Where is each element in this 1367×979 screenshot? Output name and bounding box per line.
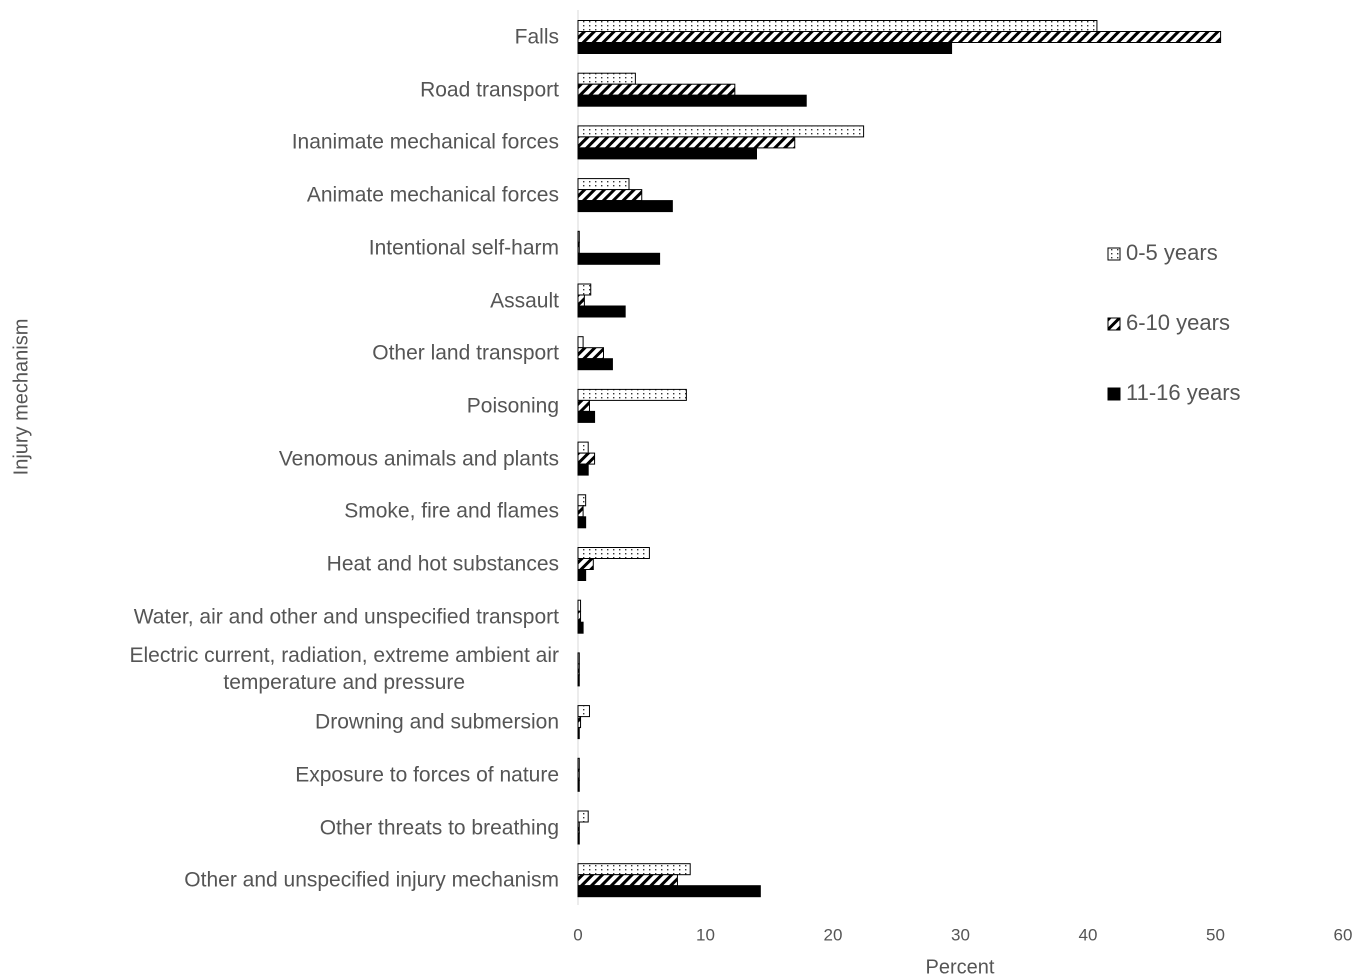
bar xyxy=(577,610,582,623)
bar xyxy=(577,757,580,770)
bar xyxy=(577,705,590,718)
bar xyxy=(577,241,580,254)
bar xyxy=(577,20,1098,32)
y-tick-label: Animate mechanical forces xyxy=(306,183,559,207)
bar xyxy=(577,558,594,570)
y-tick-label: Electric current, radiation, extreme amb… xyxy=(129,644,559,695)
x-tick-label: 20 xyxy=(824,925,843,944)
bar xyxy=(577,505,584,518)
bar xyxy=(577,294,585,307)
x-axis-title: Percent xyxy=(926,956,995,978)
bar xyxy=(577,463,589,476)
bar xyxy=(577,832,580,845)
bar xyxy=(577,347,604,360)
bar xyxy=(577,863,691,876)
y-tick-label: Drowning and submersion xyxy=(315,710,559,734)
x-tick-label: 50 xyxy=(1206,925,1225,944)
y-tick-label: Heat and hot substances xyxy=(326,552,559,576)
legend-swatch xyxy=(1107,317,1121,331)
bar xyxy=(577,336,584,349)
bar xyxy=(577,388,687,401)
y-tick-label: Inanimate mechanical forces xyxy=(291,130,559,154)
bar xyxy=(577,663,580,676)
legend-label: 6-10 years xyxy=(1126,310,1230,335)
bar xyxy=(577,252,661,265)
bar xyxy=(577,652,580,665)
bar xyxy=(577,42,953,54)
bar xyxy=(577,779,580,792)
bar xyxy=(577,94,807,107)
bar xyxy=(577,147,757,160)
y-tick-label: Falls xyxy=(514,25,559,49)
bar xyxy=(577,621,584,634)
bar xyxy=(577,716,582,729)
y-tick-label: Other and unspecified injury mechanism xyxy=(184,868,559,892)
y-tick-label: Water, air and other and unspecified tra… xyxy=(133,605,559,629)
bar xyxy=(577,358,613,371)
x-tick-label: 40 xyxy=(1079,925,1098,944)
bar xyxy=(577,874,678,887)
bar xyxy=(577,31,1222,43)
y-tick-label: Exposure to forces of nature xyxy=(295,763,559,787)
legend-swatch xyxy=(1107,387,1121,401)
x-tick-label: 30 xyxy=(951,925,970,944)
bar xyxy=(577,516,587,529)
bar xyxy=(577,83,736,96)
bar xyxy=(577,727,580,740)
y-tick-label: Other land transport xyxy=(372,341,559,365)
bar xyxy=(577,399,590,412)
legend-label: 11-16 years xyxy=(1126,380,1241,405)
bar xyxy=(577,189,643,202)
bar xyxy=(577,674,580,687)
y-tick-label: Other threats to breathing xyxy=(319,816,559,839)
x-tick-label: 60 xyxy=(1334,925,1353,944)
bar xyxy=(577,569,587,581)
bar xyxy=(577,810,589,823)
bar xyxy=(577,200,673,213)
y-axis-title: Injury mechanism xyxy=(10,319,32,476)
bar xyxy=(577,599,582,612)
bar xyxy=(577,494,587,507)
y-tick-label: Intentional self-harm xyxy=(368,236,559,260)
bar xyxy=(577,230,580,243)
bar xyxy=(577,768,580,781)
x-tick-label: 0 xyxy=(573,925,582,944)
bar xyxy=(577,410,596,423)
y-tick-label: Road transport xyxy=(420,78,559,102)
bar xyxy=(577,547,650,559)
legend-swatch xyxy=(1107,247,1121,261)
legend-label: 0-5 years xyxy=(1126,240,1218,265)
bar xyxy=(577,452,596,465)
bar xyxy=(577,136,796,149)
bar xyxy=(577,885,761,898)
y-tick-label: Assault xyxy=(490,289,559,312)
bar xyxy=(577,305,626,318)
y-tick-label: Smoke, fire and flames xyxy=(344,499,559,523)
bar xyxy=(577,178,630,191)
bar xyxy=(577,283,592,296)
y-tick-label: Venomous animals and plants xyxy=(278,447,559,471)
y-tick-label: Poisoning xyxy=(466,394,559,418)
bar xyxy=(577,441,589,454)
bar xyxy=(577,125,865,138)
bar xyxy=(577,72,636,85)
bar xyxy=(577,821,580,834)
x-tick-label: 10 xyxy=(696,925,715,944)
